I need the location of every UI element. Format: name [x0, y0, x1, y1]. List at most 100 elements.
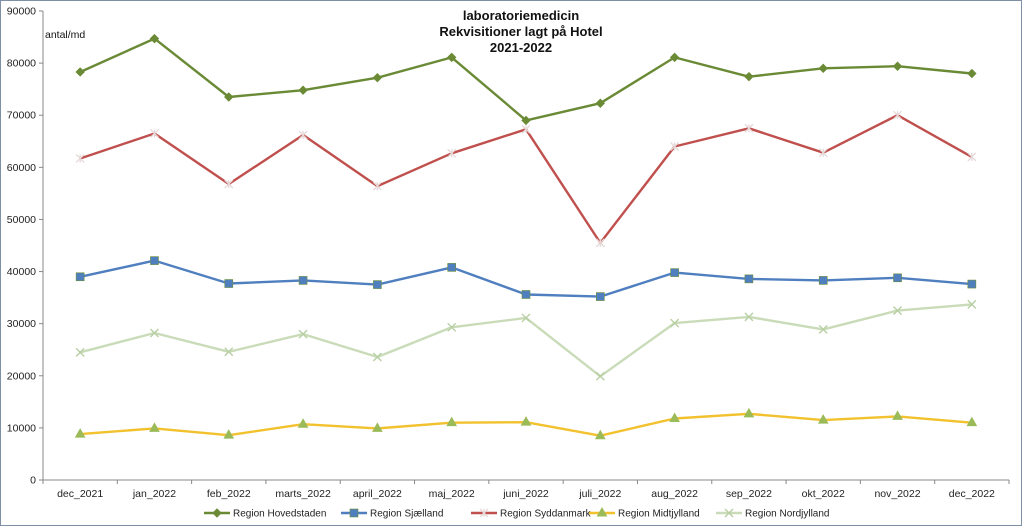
- legend-label: Region Sjælland: [370, 509, 443, 520]
- data-point: [966, 416, 978, 427]
- data-point: [669, 412, 680, 423]
- data-point: [669, 52, 680, 63]
- legend-marker: [349, 508, 359, 518]
- data-point: [670, 268, 679, 277]
- data-point: [446, 416, 458, 427]
- series-region-midtjylland: [74, 407, 978, 440]
- data-point: [744, 312, 754, 322]
- legend-item: Region Hovedstaden: [204, 508, 326, 520]
- data-point: [372, 181, 382, 191]
- data-point: [817, 414, 829, 424]
- data-point: [967, 279, 977, 289]
- data-point: [149, 328, 159, 338]
- data-point: [670, 142, 680, 151]
- y-tick-label: 70000: [7, 110, 36, 122]
- x-tick-label: marts_2022: [275, 488, 331, 500]
- legend-item: Region Syddanmark: [471, 509, 592, 520]
- chart-title-line-2: Rekvisitioner lagt på Hotel: [439, 24, 602, 39]
- data-point: [446, 52, 457, 63]
- legend-item: Region Sjælland: [341, 509, 443, 520]
- x-tick-label: juli_2022: [578, 488, 621, 500]
- legend: Region Hovedstaden Region Sjælland Region …: [204, 506, 830, 520]
- y-tick-label: 90000: [7, 6, 36, 18]
- data-point: [744, 71, 754, 82]
- data-point: [298, 276, 308, 285]
- data-point: [521, 124, 531, 134]
- data-point: [744, 274, 754, 284]
- y-tick-label: 20000: [7, 370, 36, 382]
- data-point: [447, 322, 457, 332]
- data-point: [149, 422, 160, 432]
- legend-item: Region Nordjylland: [716, 509, 830, 520]
- data-point: [372, 352, 382, 362]
- data-point: [149, 33, 160, 44]
- data-point: [75, 154, 85, 163]
- data-point: [447, 263, 456, 272]
- data-point: [74, 428, 86, 438]
- data-point: [372, 72, 383, 83]
- data-point: [75, 67, 85, 77]
- x-axis-ticks: dec_2021 jan_2022 feb_2022 marts_2022 april_…: [42, 480, 1010, 500]
- data-point: [596, 292, 605, 301]
- data-point: [892, 61, 903, 71]
- x-tick-label: feb_2022: [207, 488, 251, 500]
- x-tick-label: nov_2022: [874, 488, 920, 500]
- data-point: [447, 148, 457, 158]
- series-region-nordjylland: [75, 299, 977, 381]
- data-point: [893, 273, 902, 283]
- series-layer: [74, 33, 978, 440]
- data-point: [224, 279, 234, 288]
- x-tick-label: aug_2022: [651, 488, 698, 500]
- data-point: [818, 276, 828, 285]
- y-tick-label: 40000: [7, 266, 36, 278]
- data-point: [595, 98, 606, 108]
- series-region-hovedstaden: [75, 33, 977, 126]
- legend-label: Region Midtjylland: [618, 509, 700, 520]
- data-point: [223, 429, 235, 439]
- legend-label: Region Hovedstaden: [233, 509, 326, 520]
- data-point: [150, 129, 159, 138]
- data-point: [297, 418, 309, 428]
- data-point: [75, 347, 85, 357]
- data-point: [521, 313, 531, 323]
- y-axis-ticks: 0 10000 20000 30000 40000 50000 60000 70000 8000…: [7, 6, 43, 487]
- series-line: [79, 113, 973, 245]
- data-point: [75, 272, 85, 282]
- chart-title-line-1: laboratoriemedicin: [463, 8, 579, 23]
- legend-item: Region Midtjylland: [589, 506, 700, 520]
- data-point: [372, 422, 383, 432]
- data-point: [893, 110, 902, 120]
- y-tick-label: 10000: [7, 422, 36, 434]
- data-point: [298, 85, 308, 95]
- data-point: [818, 63, 828, 74]
- series-region-sj-lland: [75, 256, 977, 301]
- data-point: [521, 290, 531, 299]
- series-region-syddanmark: [75, 110, 977, 248]
- data-point: [521, 115, 531, 126]
- data-point: [520, 416, 532, 426]
- x-tick-label: maj_2022: [429, 488, 475, 500]
- data-point: [744, 123, 754, 133]
- y-tick-label: 80000: [7, 58, 36, 70]
- x-tick-label: dec_2022: [949, 488, 995, 500]
- series-line: [79, 303, 972, 378]
- data-point: [594, 429, 606, 440]
- legend-marker: [596, 506, 608, 517]
- chart-title: laboratoriemedicin Rekvisitioner lagt på…: [439, 8, 602, 55]
- data-point: [224, 92, 234, 102]
- data-point: [818, 324, 828, 334]
- data-point: [892, 410, 903, 420]
- data-point: [373, 280, 382, 289]
- data-point: [150, 256, 159, 265]
- y-tick-label: 30000: [7, 318, 36, 330]
- data-point: [224, 347, 234, 357]
- x-tick-label: april_2022: [353, 488, 402, 500]
- legend-label: Region Syddanmark: [500, 509, 592, 520]
- y-tick-label: 60000: [7, 162, 36, 174]
- data-point: [595, 238, 605, 248]
- data-point: [298, 130, 308, 140]
- data-point: [224, 179, 234, 189]
- x-tick-label: dec_2021: [57, 488, 103, 500]
